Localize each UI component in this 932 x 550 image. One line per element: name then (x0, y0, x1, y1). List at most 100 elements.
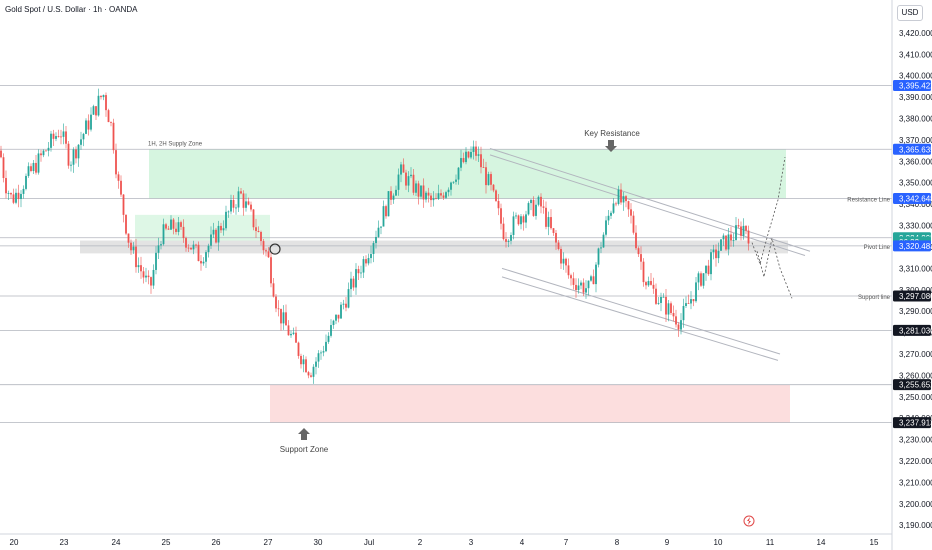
candle-body (545, 207, 547, 227)
candle-body (625, 196, 627, 202)
candle-body (687, 303, 690, 304)
lightning-icon (743, 515, 755, 527)
candle (337, 314, 340, 323)
channel-lower-line (501, 267, 781, 355)
candle-body (330, 325, 332, 336)
candle-body (185, 238, 187, 248)
candle (705, 265, 707, 281)
candle-body (102, 95, 105, 98)
candle-body (395, 189, 397, 196)
candle (207, 243, 210, 258)
candle-body (227, 211, 230, 213)
price-label-bg (893, 192, 931, 204)
candle-body (72, 149, 75, 165)
candle-body (517, 215, 520, 225)
candle (597, 247, 600, 268)
candle (625, 195, 627, 208)
candle-body (422, 185, 425, 200)
candle (5, 170, 7, 199)
candle (150, 276, 152, 294)
candle-body (7, 193, 10, 194)
candle (120, 175, 122, 197)
x-tick-label: 7 (564, 538, 569, 547)
currency-button[interactable]: USD (897, 5, 923, 21)
candle (320, 350, 322, 360)
candle (197, 241, 200, 262)
candle (362, 256, 365, 278)
candle-body (745, 225, 747, 231)
candle-body (292, 332, 295, 334)
x-tick-label: 2 (418, 538, 423, 547)
candle (632, 211, 635, 235)
candle (215, 227, 217, 244)
candle (97, 88, 100, 117)
candle (465, 147, 467, 165)
key-resistance-label: Key Resistance (584, 129, 640, 138)
candle-body (212, 229, 215, 235)
candle (200, 254, 202, 271)
candle-body (505, 239, 507, 242)
candle-body (250, 204, 252, 210)
candle (447, 187, 450, 197)
candle (250, 201, 252, 212)
candle-body (387, 191, 390, 217)
candle-body (485, 167, 487, 186)
candle-body (432, 198, 435, 201)
candle (117, 171, 120, 189)
candle (407, 171, 410, 193)
candle (540, 193, 542, 214)
symbol-title[interactable]: Gold Spot / U.S. Dollar · 1h · OANDA (5, 5, 138, 14)
candle (262, 238, 265, 255)
candle (522, 214, 525, 231)
candle (347, 282, 350, 309)
candle (562, 252, 565, 270)
candle (275, 294, 277, 313)
candle (657, 297, 660, 305)
candle (367, 253, 370, 266)
time-axis: 20 23 24 25 26 27 30 Jul 2 3 4 7 8 9 10 11 14 15 (0, 533, 892, 547)
candle (600, 242, 602, 254)
candle (375, 230, 377, 249)
candle (650, 272, 652, 286)
candle (517, 214, 520, 226)
candle (105, 92, 107, 117)
candle-body (152, 269, 155, 286)
candle-body (25, 175, 27, 189)
x-tick-label: 14 (817, 538, 826, 547)
candle (137, 257, 140, 273)
candle (455, 174, 457, 185)
candle-body (257, 230, 260, 232)
candle (377, 220, 380, 238)
candle-body (97, 95, 100, 116)
candle (72, 147, 75, 173)
candle-body (132, 246, 135, 251)
candle-body (725, 235, 727, 250)
candle (555, 230, 557, 250)
candle (702, 273, 705, 289)
candle (717, 242, 720, 264)
candle-body (720, 239, 722, 251)
candle-body (587, 280, 590, 289)
candle-body (352, 278, 355, 288)
candle-body (735, 225, 737, 240)
candle-body (382, 206, 385, 227)
candle (510, 232, 512, 245)
price-label-bg (893, 290, 931, 302)
candle-body (40, 153, 42, 156)
candle-body (145, 275, 147, 278)
pivot-line-label: Pivot Line (864, 245, 891, 251)
candle-body (635, 232, 637, 249)
candle (745, 225, 747, 235)
candle (227, 210, 230, 218)
candle-body (157, 245, 160, 253)
candle-body (600, 247, 602, 249)
candle-body (740, 226, 742, 236)
x-tick-label: Jul (364, 538, 374, 547)
candle-body (345, 303, 347, 308)
price-label-text: 3,281.030 (899, 326, 932, 335)
candle (122, 193, 125, 223)
candle (545, 201, 547, 230)
candle-body (567, 265, 570, 276)
candle (470, 146, 472, 160)
